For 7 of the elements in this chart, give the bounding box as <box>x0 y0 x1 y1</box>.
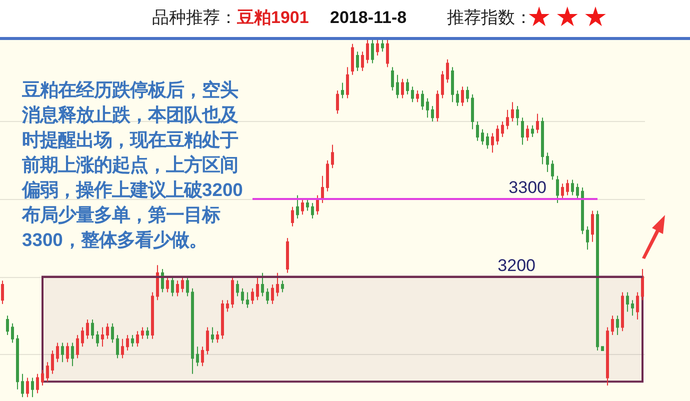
annotation: 豆粕在经历跌停板后，空头消息释放止跌，本团队也及时提醒出场，现在豆粕处于前期上涨的起点，上方区间偏弱，操作上建议上破3200布局少量多单，第一目标3300，整体多看少做。 <box>22 78 244 252</box>
ref-line-label: 3300 <box>508 178 546 198</box>
chart-subtitle: 2018-11-8 <box>330 7 407 29</box>
text: 品种推荐： <box>152 7 237 29</box>
chart-title: 豆粕1901 <box>237 7 309 29</box>
text: ★★★ <box>527 2 612 33</box>
ref-line-label: 3200 <box>498 256 536 275</box>
